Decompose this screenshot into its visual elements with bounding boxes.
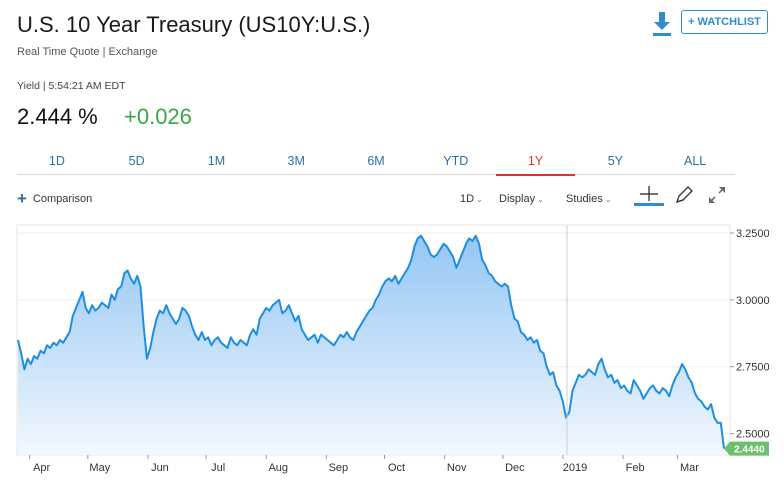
- last-price: 2.444 %: [17, 104, 98, 129]
- interval-dropdown[interactable]: 1D ⌄: [460, 193, 483, 205]
- add-to-watchlist-button[interactable]: + WATCHLIST: [681, 10, 768, 34]
- tab-5d[interactable]: 5D: [128, 154, 145, 168]
- last-value-label: 2.4440: [734, 445, 765, 456]
- range-tabs: 1D 5D 1M 3M 6M YTD 1Y 5Y ALL: [17, 152, 735, 176]
- chart-area-fill: [18, 235, 724, 455]
- plus-icon: +: [17, 189, 27, 208]
- quote-timestamp: Yield | 5:54:21 AM EDT: [17, 80, 126, 92]
- y-axis: 3.2500 3.0000 2.7500 2.5000: [730, 228, 770, 441]
- tab-ytd[interactable]: YTD: [443, 154, 469, 168]
- download-icon[interactable]: [650, 11, 674, 37]
- yield-chart[interactable]: 3.2500 3.0000 2.7500 2.5000 Apr May Jun Jul Aug…: [0, 220, 784, 488]
- x-tick-label: Jun: [151, 462, 169, 474]
- page-title: U.S. 10 Year Treasury (US10Y:U.S.): [17, 12, 371, 37]
- tab-6m[interactable]: 6M: [367, 154, 385, 168]
- studies-dropdown[interactable]: Studies ⌄: [566, 193, 611, 205]
- x-tick-label: Apr: [33, 462, 50, 474]
- x-tick-label: Dec: [505, 462, 525, 474]
- y-tick-label: 3.0000: [736, 295, 770, 307]
- interval-label: 1D: [460, 193, 475, 205]
- y-tick-label: 2.5000: [736, 429, 770, 441]
- expand-icon[interactable]: [706, 184, 728, 206]
- x-tick-label: Nov: [447, 462, 467, 474]
- last-value-marker: 2.4440: [724, 441, 769, 456]
- comparison-button[interactable]: + Comparison: [17, 189, 93, 208]
- price-change: +0.026: [124, 104, 192, 129]
- x-tick-label: Mar: [680, 462, 699, 474]
- quote-source: Real Time Quote | Exchange: [17, 46, 158, 58]
- x-tick-label: Jul: [211, 462, 225, 474]
- y-tick-label: 3.2500: [736, 228, 770, 240]
- tab-5y[interactable]: 5Y: [607, 154, 623, 168]
- display-label: Display: [499, 193, 536, 205]
- x-tick-label: 2019: [563, 462, 587, 474]
- x-axis: Apr May Jun Jul Aug Sep Oct Nov Dec 2019 Feb Mar: [29, 455, 699, 474]
- tab-1d[interactable]: 1D: [48, 154, 65, 168]
- comparison-label: Comparison: [32, 193, 93, 205]
- last-value-badge: [724, 441, 769, 456]
- pencil-icon[interactable]: [673, 184, 695, 206]
- chevron-down-icon: ⌄: [476, 195, 483, 204]
- tab-3m[interactable]: 3M: [287, 154, 305, 168]
- y-tick-label: 2.7500: [736, 362, 770, 374]
- x-tick-label: Sep: [329, 462, 349, 474]
- x-tick-label: May: [89, 462, 110, 474]
- crosshair-icon[interactable]: [634, 184, 664, 206]
- series-line: [17, 234, 725, 449]
- tab-1y[interactable]: 1Y: [495, 152, 576, 176]
- tab-all[interactable]: ALL: [684, 154, 707, 168]
- display-dropdown[interactable]: Display ⌄: [499, 193, 544, 205]
- chevron-down-icon: ⌄: [604, 195, 612, 204]
- tab-1m[interactable]: 1M: [207, 154, 226, 168]
- x-tick-label: Aug: [268, 462, 288, 474]
- x-tick-label: Feb: [626, 462, 645, 474]
- studies-label: Studies: [566, 193, 603, 205]
- x-tick-label: Oct: [388, 462, 405, 474]
- chevron-down-icon: ⌄: [537, 195, 544, 204]
